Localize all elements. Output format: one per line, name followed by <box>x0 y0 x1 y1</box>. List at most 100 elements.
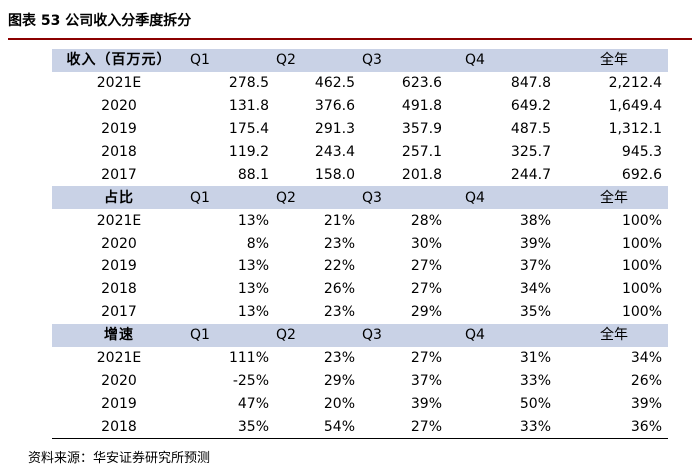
table-row: 2018 13% 26% 27% 34% 100% <box>52 278 668 301</box>
table-cell: 158.0 <box>314 166 355 183</box>
row-year: 2018 <box>101 281 137 298</box>
quarterly-revenue-table: 收入（百万元） Q1 Q2 Q3 Q4 全年 2021E 278.5 462.5 623.6 847… <box>52 49 668 440</box>
table-cell: 33% <box>519 372 551 389</box>
table-cell: 244.7 <box>510 166 551 183</box>
table-cell: 36% <box>554 415 668 440</box>
table-cell: 111% <box>228 350 269 367</box>
table-cell: 20% <box>323 395 355 412</box>
table-cell: 26% <box>323 281 355 298</box>
column-header: Q1 <box>186 323 272 347</box>
table-cell: -25% <box>232 372 269 389</box>
table-cell: 491.8 <box>401 98 442 115</box>
title-rule <box>8 38 692 40</box>
column-header: Q4 <box>445 186 554 210</box>
row-year: 2019 <box>101 258 137 275</box>
column-header: Q1 <box>186 186 272 210</box>
table-cell: 88.1 <box>237 166 269 183</box>
row-year: 2019 <box>101 121 137 138</box>
table-cell: 119.2 <box>228 144 269 160</box>
section-header: 收入（百万元） Q1 Q2 Q3 Q4 全年 <box>52 49 668 72</box>
table-cell: 13% <box>237 304 269 321</box>
table-row: 2018 119.2 243.4 257.1 325.7 945.3 <box>52 141 668 164</box>
table-row: 2020 -25% 29% 37% 33% 26% <box>52 369 668 392</box>
column-header: Q4 <box>445 49 554 72</box>
table-cell: 37% <box>519 258 551 275</box>
table-cell: 131.8 <box>228 98 269 115</box>
table-cell: 1,649.4 <box>608 98 662 115</box>
table-cell: 8% <box>246 235 269 252</box>
section-header: 增速 Q1 Q2 Q3 Q4 全年 <box>52 323 668 347</box>
table-cell: 13% <box>237 258 269 275</box>
table-cell: 100% <box>621 258 662 275</box>
column-header: Q3 <box>358 186 445 210</box>
table-cell: 13% <box>237 281 269 298</box>
table-cell: 2,212.4 <box>608 75 662 92</box>
row-year: 2021E <box>96 212 142 229</box>
row-year: 2019 <box>101 395 137 412</box>
table-cell: 23% <box>323 304 355 321</box>
column-header: Q3 <box>358 323 445 347</box>
table-cell: 649.2 <box>510 98 551 115</box>
table-cell: 1,312.1 <box>608 121 662 138</box>
column-header: Q4 <box>445 323 554 347</box>
table-cell: 100% <box>621 281 662 298</box>
table-cell: 376.6 <box>314 98 355 115</box>
table-cell: 26% <box>630 372 662 389</box>
table-cell: 39% <box>410 395 442 412</box>
table-cell: 100% <box>621 212 662 229</box>
table-cell: 39% <box>630 395 662 412</box>
column-header: 全年 <box>554 49 668 72</box>
source-note: 资料来源：华安证券研究所预测 <box>28 451 211 466</box>
table-row: 2020 131.8 376.6 491.8 649.2 1,649.4 <box>52 95 668 118</box>
table-cell: 39% <box>519 235 551 252</box>
table-row: 2018 35% 54% 27% 33% 36% <box>52 415 668 440</box>
table-cell: 38% <box>519 212 551 229</box>
table-row: 2021E 13% 21% 28% 38% 100% <box>52 209 668 232</box>
table-cell: 31% <box>519 350 551 367</box>
table-cell: 54% <box>272 415 358 440</box>
table-cell: 291.3 <box>314 121 355 138</box>
table-cell: 27% <box>358 415 445 440</box>
table-cell: 201.8 <box>401 166 442 183</box>
row-year: 2021E <box>96 350 142 367</box>
table-cell: 100% <box>621 304 662 321</box>
table-cell: 34% <box>630 350 662 367</box>
row-year: 2017 <box>101 304 137 321</box>
table-cell: 27% <box>410 258 442 275</box>
table-row: 2020 8% 23% 30% 39% 100% <box>52 232 668 255</box>
table-cell: 27% <box>410 350 442 367</box>
table-cell: 13% <box>237 212 269 229</box>
table-cell: 243.4 <box>314 144 355 160</box>
table-cell: 27% <box>410 281 442 298</box>
table-cell: 325.7 <box>510 144 551 160</box>
table-row: 2017 13% 23% 29% 35% 100% <box>52 301 668 324</box>
row-year: 2020 <box>101 372 137 389</box>
table-cell: 692.6 <box>621 166 662 183</box>
row-year: 2020 <box>101 98 137 115</box>
table-cell: 23% <box>323 350 355 367</box>
table-cell: 22% <box>323 258 355 275</box>
row-year: 2017 <box>101 166 137 183</box>
column-header: Q3 <box>358 49 445 72</box>
table-cell: 175.4 <box>228 121 269 138</box>
column-header: 全年 <box>554 186 668 210</box>
column-header: Q2 <box>272 323 358 347</box>
table-cell: 21% <box>323 212 355 229</box>
table-cell: 34% <box>519 281 551 298</box>
table-cell: 37% <box>410 372 442 389</box>
column-header: Q2 <box>272 186 358 210</box>
table-cell: 945.3 <box>621 144 662 160</box>
table-cell: 623.6 <box>401 75 442 92</box>
figure-title: 图表 53 公司收入分季度拆分 <box>8 13 192 29</box>
table-cell: 278.5 <box>228 75 269 92</box>
table-cell: 35% <box>519 304 551 321</box>
column-header: Q1 <box>186 49 272 72</box>
table-cell: 28% <box>410 212 442 229</box>
table-row: 2019 13% 22% 27% 37% 100% <box>52 255 668 278</box>
column-header: Q2 <box>272 49 358 72</box>
table-cell: 33% <box>445 415 554 440</box>
section-label: 增速 <box>52 323 186 347</box>
row-year: 2021E <box>96 75 142 92</box>
table-cell: 100% <box>621 235 662 252</box>
table-cell: 847.8 <box>510 75 551 92</box>
